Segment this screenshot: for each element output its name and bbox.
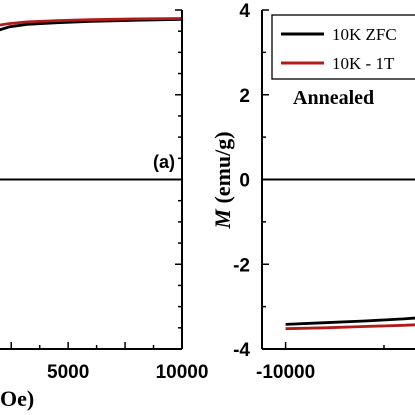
- panel-b-x-tick-label: -10000: [256, 362, 315, 383]
- panel-a-label: (a): [153, 152, 175, 172]
- panel-a-chart: 5000 10000 (a) Oe): [0, 9, 208, 411]
- panel-b-axes: [261, 9, 415, 350]
- panel-a-x-tick-label: 5000: [47, 362, 89, 383]
- panel-b-y-axis-label: M (emu/g): [210, 131, 235, 229]
- panel-a-x-tick-label: 10000: [156, 362, 209, 383]
- panel-b-chart: -10000-5000 4 2 0 -2 -4 M (emu/g) 10K ZFC 10…: [210, 1, 415, 383]
- panel-b-y-tick-label: -2: [233, 255, 250, 276]
- panel-b-y-tick-label: 4: [239, 1, 250, 22]
- panel-a-x-axis-label: Oe): [0, 386, 34, 411]
- legend-label-zfc: 10K ZFC: [332, 25, 397, 44]
- y-axis-symbol: M: [210, 208, 235, 230]
- panel-a-curves: [0, 17, 183, 32]
- panel-b-curves: [285, 316, 415, 331]
- annealed-annotation: Annealed: [293, 87, 374, 109]
- panel-a-series-black-line: [0, 17, 183, 32]
- legend-label-1t: 10K - 1T: [332, 54, 395, 73]
- panel-a-series-red-line: [0, 17, 183, 27]
- panel-b-series-zfc-line: [285, 316, 415, 326]
- svg-text:M (emu/g): M (emu/g): [210, 131, 235, 229]
- panel-b-y-tick-label: 0: [239, 171, 250, 192]
- panel-b-y-tick-labels: 4 2 0 -2 -4: [233, 1, 250, 361]
- legend: 10K ZFC 10K - 1T: [271, 14, 415, 80]
- panel-b-y-tick-label: -4: [233, 340, 250, 361]
- y-axis-unit: (emu/g): [210, 131, 235, 209]
- panel-b-y-tick-label: 2: [239, 86, 250, 107]
- panel-b-series-1t-line: [285, 323, 415, 331]
- legend-box: [271, 14, 415, 80]
- panel-a-x-tick-labels: 5000 10000: [47, 362, 208, 383]
- panel-a-axes: [0, 9, 183, 350]
- panel-b-x-tick-labels: -10000-5000: [256, 362, 315, 383]
